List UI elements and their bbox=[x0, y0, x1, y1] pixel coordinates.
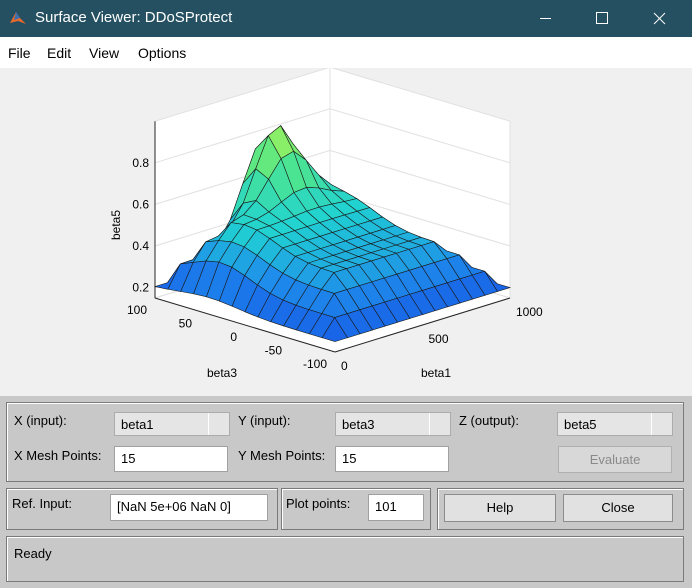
z-tick-label: 0.2 bbox=[132, 281, 149, 295]
z-tick-label: 0.8 bbox=[132, 156, 149, 170]
text-input[interactable]: 15 bbox=[335, 446, 449, 472]
window-controls[interactable] bbox=[520, 0, 692, 37]
ref-panel bbox=[6, 488, 278, 530]
menu-item[interactable]: Options bbox=[138, 45, 187, 61]
text-input[interactable]: 101 bbox=[368, 494, 424, 521]
menu-item[interactable]: File bbox=[8, 45, 31, 61]
y-tick-label: -50 bbox=[265, 344, 283, 358]
surface-face bbox=[321, 316, 348, 342]
wall-grid bbox=[154, 149, 511, 205]
dropdown[interactable]: beta1 bbox=[114, 412, 230, 436]
label: Z (output): bbox=[459, 413, 519, 428]
label: X Mesh Points: bbox=[14, 448, 102, 463]
status-panel bbox=[6, 536, 684, 582]
label: Y (input): bbox=[238, 413, 291, 428]
y-axis-label: beta3 bbox=[207, 366, 237, 380]
title-bar: Surface Viewer: DDoSProtect bbox=[0, 0, 692, 37]
button-panel bbox=[437, 488, 684, 530]
plot-points-panel bbox=[281, 488, 431, 530]
z-tick-label: 0.4 bbox=[132, 239, 149, 253]
dropdown[interactable]: beta5 bbox=[557, 412, 673, 436]
y-tick-label: 50 bbox=[179, 317, 193, 331]
axis-line bbox=[154, 297, 336, 353]
x-tick-label: 1000 bbox=[516, 305, 543, 319]
y-tick-label: 100 bbox=[127, 303, 147, 317]
label: Plot points: bbox=[286, 496, 351, 511]
text-input[interactable]: 15 bbox=[114, 446, 228, 472]
window-title: Surface Viewer: DDoSProtect bbox=[35, 9, 233, 26]
app-icon bbox=[10, 12, 26, 24]
label: Y Mesh Points: bbox=[238, 448, 326, 463]
menu-item[interactable]: Edit bbox=[47, 45, 72, 61]
wall-grid bbox=[154, 108, 511, 164]
text-input[interactable]: [NaN 5e+06 NaN 0] bbox=[110, 494, 268, 521]
x-tick-label: 0 bbox=[341, 359, 348, 373]
menu-bar: File Edit View Options bbox=[0, 37, 692, 68]
help-button[interactable]: Help bbox=[444, 494, 556, 522]
z-tick-label: 0.6 bbox=[132, 197, 149, 211]
z-axis-label: beta5 bbox=[109, 210, 123, 240]
input-panel bbox=[6, 402, 684, 482]
dropdown[interactable]: beta3 bbox=[335, 412, 451, 436]
y-tick-label: -100 bbox=[303, 357, 327, 371]
label: Ref. Input: bbox=[12, 496, 72, 511]
axis-line bbox=[334, 297, 511, 353]
y-tick-label: 0 bbox=[230, 330, 237, 344]
evaluate-button: Evaluate bbox=[558, 446, 672, 473]
x-tick-label: 500 bbox=[429, 332, 449, 346]
menu-item[interactable]: View bbox=[89, 45, 120, 61]
status-text: Ready bbox=[14, 546, 52, 561]
close-button[interactable]: Close bbox=[563, 494, 673, 522]
label: X (input): bbox=[14, 413, 67, 428]
x-axis-label: beta1 bbox=[421, 366, 451, 380]
